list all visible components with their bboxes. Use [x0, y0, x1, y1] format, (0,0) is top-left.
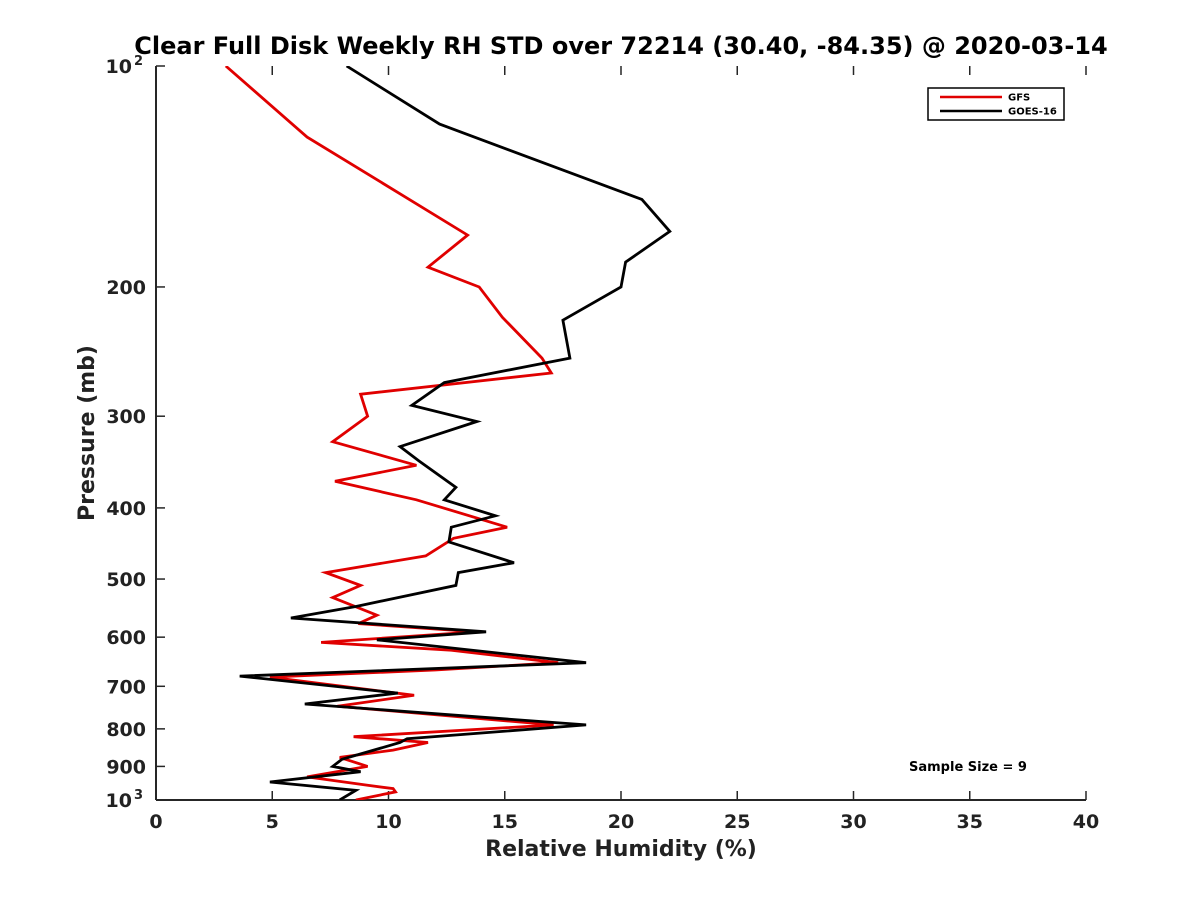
series-group [224, 66, 672, 800]
x-tick-label: 35 [957, 811, 983, 833]
y-tick-label: 600 [106, 627, 146, 649]
x-tick-label: 20 [608, 811, 634, 833]
plot-frame [155, 66, 1086, 801]
x-tick-label: 5 [266, 811, 279, 833]
x-ticks: 0 5 10 15 20 25 30 35 40 [149, 66, 1099, 833]
y-tick-label: 800 [106, 719, 146, 741]
y-tick-label: 10 [106, 790, 132, 812]
sample-size-annotation: Sample Size = 9 [909, 760, 1027, 775]
y-tick-label: 300 [106, 406, 146, 428]
y-tick-label: 10 [106, 56, 132, 78]
y-tick-label: 200 [106, 277, 146, 299]
x-tick-label: 40 [1073, 811, 1099, 833]
y-tick-label: 700 [106, 676, 146, 698]
y-axis-label: Pressure (mb) [75, 345, 100, 521]
x-tick-label: 15 [492, 811, 518, 833]
x-tick-label: 10 [375, 811, 401, 833]
y-tick-exponent: 2 [134, 54, 143, 69]
x-tick-label: 30 [840, 811, 866, 833]
legend-label-goes16: GOES-16 [1008, 107, 1057, 118]
y-tick-exponent: 3 [134, 788, 143, 803]
chart-title: Clear Full Disk Weekly RH STD over 72214… [134, 32, 1107, 60]
x-tick-label: 0 [149, 811, 162, 833]
series-line-gfs [224, 66, 559, 800]
y-tick-label: 400 [106, 498, 146, 520]
series-line-goes16 [239, 66, 672, 800]
y-tick-label: 500 [106, 569, 146, 591]
legend-box [927, 87, 1065, 121]
x-axis-label: Relative Humidity (%) [485, 837, 757, 862]
legend-label-gfs: GFS [1008, 93, 1030, 104]
legend: GFS GOES-16 [927, 87, 1065, 121]
x-tick-label: 25 [724, 811, 750, 833]
y-tick-label: 900 [106, 756, 146, 778]
